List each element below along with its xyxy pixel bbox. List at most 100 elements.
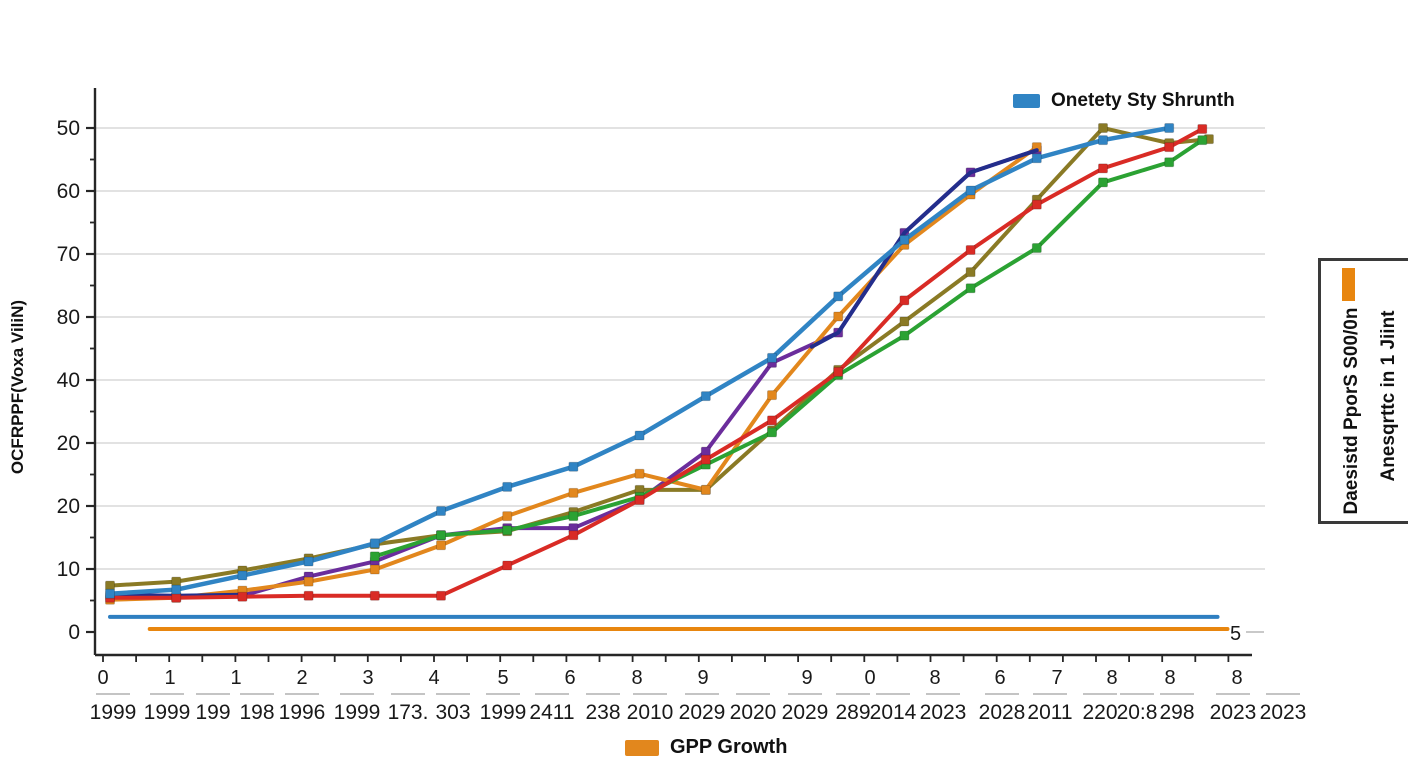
x-tick-label: 6 [564, 667, 575, 689]
x-tick-label: 8 [1106, 667, 1117, 689]
x-year-label: 2029 [679, 701, 726, 724]
series-olive-series-marker [899, 316, 910, 327]
right-legend-box: Daesistd PporS S00/0n Anesqrttc in 1 Jii… [1318, 258, 1408, 524]
series-green-series-marker [1197, 135, 1208, 146]
series-red-series-marker [1031, 199, 1042, 210]
series-gpp-growth-orange-series-marker [568, 487, 579, 498]
x-tick-label: 8 [929, 667, 940, 689]
series-olive-series-marker [1098, 123, 1108, 133]
x-year-label: 1999 [480, 701, 527, 724]
top-legend-label: Onetety Sty Shrunth [1051, 90, 1235, 111]
x-year-label: 2029 [782, 701, 829, 724]
y-axis-title: OCFRPPF(Voxa ViliN) [8, 299, 27, 475]
bottom-legend: GPP Growth [625, 736, 787, 759]
x-tick-label: 1 [164, 667, 175, 689]
x-tick-label: 8 [1164, 667, 1175, 689]
x-year-label: 298 [1159, 701, 1194, 724]
y-tick-label: 40 [57, 369, 80, 392]
blue-legend-swatch [1013, 94, 1040, 108]
x-tick-label: 0 [864, 667, 875, 689]
y-tick-label: 0 [68, 621, 80, 644]
series-onetety-sty-shrunth-blue-series-marker [1031, 153, 1042, 164]
series-red-series-marker [700, 454, 711, 465]
series-gpp-growth-orange-series-marker [502, 511, 513, 522]
series-onetety-sty-shrunth-blue-series-marker [436, 506, 446, 517]
series-red-series-marker [899, 295, 910, 306]
x-year-label: 303 [435, 701, 470, 724]
x-year-label: 2014 [870, 701, 917, 724]
x-tick-label: 6 [994, 667, 1005, 689]
x-year-label: 1999 [90, 701, 137, 724]
x-year-label: 238 [585, 701, 620, 724]
x-year-label: 2023 [1260, 701, 1307, 724]
series-green-series-marker [1164, 157, 1175, 168]
series-green-series-marker [899, 330, 910, 341]
series-onetety-sty-shrunth-blue-series-marker [965, 185, 976, 196]
series-navy-right-segment-line [809, 148, 1039, 349]
x-tick-label: 7 [1051, 667, 1062, 689]
series-onetety-sty-shrunth-blue-series-marker [171, 584, 182, 595]
series-red-series-line [108, 127, 1205, 600]
x-year-label: 220 [1082, 701, 1117, 724]
series-red-series-marker [833, 366, 844, 377]
x-year-label: 173. [388, 701, 429, 724]
x-year-label: 2010 [627, 701, 674, 724]
series-gpp-growth-orange-series-marker [369, 564, 380, 575]
series-onetety-sty-shrunth-blue-series-marker [767, 352, 777, 363]
series-green-series-marker [1098, 177, 1108, 188]
series-red-series-marker [436, 590, 446, 601]
top-legend: Onetety Sty Shrunth [1013, 90, 1235, 112]
series-onetety-sty-shrunth-blue-series-marker [1098, 135, 1108, 146]
series-gpp-growth-orange-series-marker [833, 311, 844, 322]
orange-legend-swatch [625, 739, 659, 756]
series-green-series-marker [965, 283, 976, 294]
series-gpp-growth-orange-series-marker [767, 390, 777, 401]
series-onetety-sty-shrunth-blue-series-line [107, 125, 1172, 596]
series-onetety-sty-shrunth-blue-series-marker [899, 234, 910, 245]
x-tick-label: 4 [428, 667, 439, 689]
series-red-series-marker [965, 244, 976, 255]
x-year-label: 289 [835, 701, 870, 724]
series-green-series-marker [767, 427, 777, 438]
x-tick-label: 2 [296, 667, 307, 689]
x-year-label: 2023 [1210, 701, 1257, 724]
series-red-series-marker [1164, 142, 1175, 153]
right-legend-line-1: Daesistd PporS S00/0n [1341, 307, 1362, 515]
y-tick-label: 20 [57, 432, 80, 455]
x-tick-label: 9 [697, 667, 708, 689]
bottom-legend-label: GPP Growth [670, 736, 788, 758]
x-year-label: 2020 [730, 701, 777, 724]
series-green-series-line [372, 138, 1205, 559]
series-red-series-marker [634, 494, 645, 505]
x-year-label: 1999 [144, 701, 191, 724]
series-green-series-marker [568, 511, 579, 522]
x-tick-label: 8 [631, 667, 642, 689]
right-legend-line-2: Anesqrttc in 1 Jiint [1378, 310, 1399, 482]
series-red-series-marker [303, 590, 314, 601]
series-red-series-marker [237, 591, 248, 602]
x-year-label: 2023 [920, 701, 967, 724]
series-gpp-growth-orange-series-marker [700, 484, 711, 495]
series-onetety-sty-shrunth-blue-series-marker [105, 588, 115, 599]
series-onetety-sty-shrunth-blue-series-marker [833, 291, 844, 302]
right-legend-orange-swatch [1342, 268, 1355, 301]
y-tick-label: 10 [57, 558, 80, 581]
x-year-label: 1996 [279, 701, 326, 724]
x-tick-label: 1 [230, 667, 241, 689]
x-tick-label: 5 [497, 667, 508, 689]
series-green-series-marker [436, 530, 446, 541]
y-tick-label: 60 [57, 180, 80, 203]
series-onetety-sty-shrunth-blue-series-marker [700, 391, 711, 402]
series-red-series-marker [1197, 124, 1208, 135]
y-tick-label: 80 [57, 306, 80, 329]
x-year-label: 20:8 [1117, 701, 1158, 724]
series-onetety-sty-shrunth-blue-series-marker [369, 538, 380, 549]
series-onetety-sty-shrunth-blue-series-marker [502, 481, 513, 492]
series-onetety-sty-shrunth-blue-series-marker [237, 570, 248, 581]
series-onetety-sty-shrunth-blue-series-marker [1164, 123, 1175, 133]
series-green-series-marker [369, 551, 380, 562]
x-tick-label: 8 [1231, 667, 1242, 689]
series-gpp-growth-orange-series-marker [634, 468, 645, 479]
x-tick-label: 3 [362, 667, 373, 689]
